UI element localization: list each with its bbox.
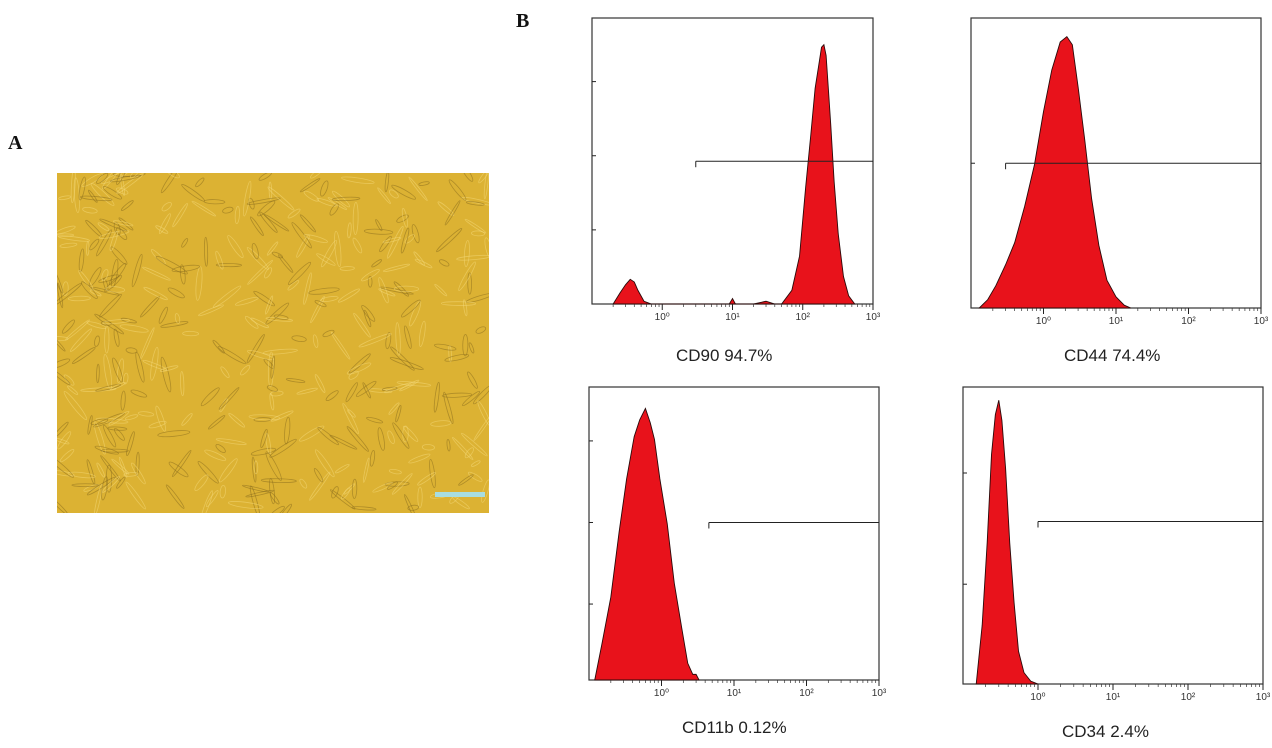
x-tick-label: 10¹: [727, 688, 742, 699]
histogram-cd90: 10⁰ 10¹ 10² 10³: [564, 14, 884, 329]
x-tick-label: 10²: [1181, 692, 1196, 703]
micrograph-cells: [57, 173, 489, 513]
x-tick-label: 10³: [872, 688, 887, 699]
x-tick-label: 10²: [1181, 316, 1196, 327]
histogram-cd34: 10⁰ 10¹ 10² 10³: [934, 382, 1272, 703]
x-tick-label: 10⁰: [655, 312, 670, 323]
caption-cd11b: CD11b 0.12%: [682, 718, 787, 738]
x-tick-label: 10¹: [1106, 692, 1121, 703]
micrograph-image: [57, 173, 489, 513]
x-tick-label: 10¹: [725, 312, 740, 323]
x-tick-label: 10⁰: [1036, 316, 1051, 327]
x-tick-label: 10³: [866, 312, 881, 323]
histogram-cd44: 10⁰ 10¹ 10² 10³: [942, 14, 1272, 329]
caption-cd34-value: 2.4%: [1110, 722, 1149, 741]
x-tick-label: 10²: [796, 312, 811, 323]
x-tick-label: 10²: [799, 688, 814, 699]
caption-cd34-marker: CD34: [1062, 722, 1106, 741]
x-tick-label: 10³: [1254, 316, 1269, 327]
x-tick-label: 10⁰: [1030, 692, 1045, 703]
histogram-cd11b-plot: 10⁰ 10¹ 10² 10³: [588, 386, 887, 699]
histogram-cd44-plot: 10⁰ 10¹ 10² 10³: [970, 17, 1269, 327]
histogram-area: [975, 400, 1039, 685]
histogram-cd90-plot: 10⁰ 10¹ 10² 10³: [591, 17, 881, 323]
caption-cd34: CD34 2.4%: [1062, 722, 1149, 742]
histogram-area: [978, 36, 1131, 309]
x-tick-label: 10⁰: [654, 688, 669, 699]
histogram-cd11b: 10⁰ 10¹ 10² 10³: [560, 382, 890, 702]
x-tick-label: 10³: [1256, 692, 1271, 703]
caption-cd44-value: 74.4%: [1112, 346, 1161, 365]
micrograph-background: [57, 173, 489, 513]
histogram-area: [594, 407, 700, 681]
x-tick-label: 10¹: [1109, 316, 1124, 327]
micrograph: [57, 173, 489, 513]
histogram-cd34-plot: 10⁰ 10¹ 10² 10³: [962, 386, 1271, 703]
caption-cd11b-marker: CD11b: [682, 718, 734, 737]
caption-cd11b-value: 0.12%: [738, 718, 787, 737]
histogram-area: [612, 43, 856, 305]
scale-bar: [435, 492, 485, 497]
panel-label-b: B: [516, 10, 530, 32]
caption-cd44-marker: CD44: [1064, 346, 1108, 365]
caption-cd44: CD44 74.4%: [1064, 346, 1160, 366]
caption-cd90-value: 94.7%: [724, 346, 773, 365]
caption-cd90: CD90 94.7%: [676, 346, 772, 366]
caption-cd90-marker: CD90: [676, 346, 720, 365]
panel-label-a: A: [8, 132, 23, 154]
